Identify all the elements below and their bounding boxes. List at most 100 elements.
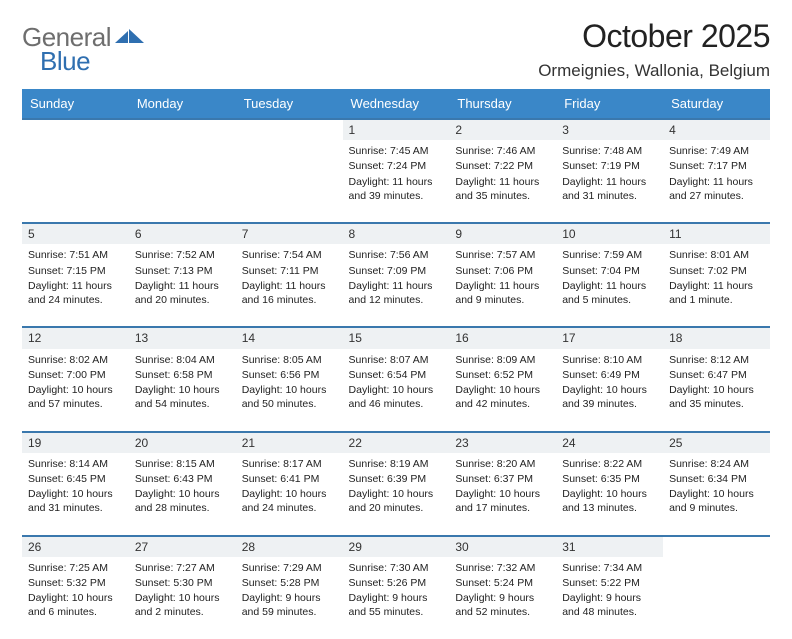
- sunset-text: Sunset: 7:24 PM: [349, 159, 444, 173]
- day-number: 26: [22, 537, 129, 557]
- calendar-cell: 12Sunrise: 8:02 AMSunset: 7:00 PMDayligh…: [22, 327, 129, 431]
- sunrise-text: Sunrise: 7:52 AM: [135, 248, 230, 262]
- calendar-cell: 2Sunrise: 7:46 AMSunset: 7:22 PMDaylight…: [449, 119, 556, 223]
- sunrise-text: Sunrise: 7:25 AM: [28, 561, 123, 575]
- sunrise-text: Sunrise: 8:20 AM: [455, 457, 550, 471]
- day-number: 11: [663, 224, 770, 244]
- day-number: 19: [22, 433, 129, 453]
- daylight-text: Daylight: 11 hours and 35 minutes.: [455, 175, 550, 203]
- daylight-text: Daylight: 10 hours and 6 minutes.: [28, 591, 123, 619]
- sunrise-text: Sunrise: 8:19 AM: [349, 457, 444, 471]
- calendar-cell: 31Sunrise: 7:34 AMSunset: 5:22 PMDayligh…: [556, 536, 663, 639]
- calendar-week-row: 12Sunrise: 8:02 AMSunset: 7:00 PMDayligh…: [22, 327, 770, 431]
- calendar-cell: 19Sunrise: 8:14 AMSunset: 6:45 PMDayligh…: [22, 432, 129, 536]
- sunrise-text: Sunrise: 8:10 AM: [562, 353, 657, 367]
- daylight-text: Daylight: 9 hours and 48 minutes.: [562, 591, 657, 619]
- sunset-text: Sunset: 6:37 PM: [455, 472, 550, 486]
- day-number: 20: [129, 433, 236, 453]
- daylight-text: Daylight: 10 hours and 50 minutes.: [242, 383, 337, 411]
- daylight-text: Daylight: 9 hours and 55 minutes.: [349, 591, 444, 619]
- day-number: 3: [556, 120, 663, 140]
- daylight-text: Daylight: 10 hours and 28 minutes.: [135, 487, 230, 515]
- calendar-cell: 8Sunrise: 7:56 AMSunset: 7:09 PMDaylight…: [343, 223, 450, 327]
- day-number: 13: [129, 328, 236, 348]
- sunset-text: Sunset: 7:06 PM: [455, 264, 550, 278]
- calendar-cell: 26 Sunrise: 7:25 AMSunset: 5:32 PMDayligh…: [22, 536, 129, 639]
- calendar-cell: 16Sunrise: 8:09 AMSunset: 6:52 PMDayligh…: [449, 327, 556, 431]
- daylight-text: Daylight: 10 hours and 2 minutes.: [135, 591, 230, 619]
- day-number: 28: [236, 537, 343, 557]
- sunrise-text: Sunrise: 8:07 AM: [349, 353, 444, 367]
- sunset-text: Sunset: 6:35 PM: [562, 472, 657, 486]
- sunset-text: Sunset: 7:04 PM: [562, 264, 657, 278]
- day-number: 12: [22, 328, 129, 348]
- calendar-week-row: 26Sunrise: 7:25 AMSunset: 5:32 PMDayligh…: [22, 536, 770, 639]
- calendar-cell: 13Sunrise: 8:04 AMSunset: 6:58 PMDayligh…: [129, 327, 236, 431]
- daylight-text: Daylight: 11 hours and 27 minutes.: [669, 175, 764, 203]
- sunrise-text: Sunrise: 7:34 AM: [562, 561, 657, 575]
- daylight-text: Daylight: 11 hours and 1 minute.: [669, 279, 764, 307]
- sunset-text: Sunset: 7:17 PM: [669, 159, 764, 173]
- day-number: 15: [343, 328, 450, 348]
- sunrise-text: Sunrise: 8:17 AM: [242, 457, 337, 471]
- sunset-text: Sunset: 5:22 PM: [562, 576, 657, 590]
- day-number: 6: [129, 224, 236, 244]
- day-number: 2: [449, 120, 556, 140]
- sunset-text: Sunset: 6:34 PM: [669, 472, 764, 486]
- daylight-text: Daylight: 11 hours and 20 minutes.: [135, 279, 230, 307]
- sunrise-text: Sunrise: 8:01 AM: [669, 248, 764, 262]
- calendar-cell: 30Sunrise: 7:32 AMSunset: 5:24 PMDayligh…: [449, 536, 556, 639]
- calendar-cell: 28Sunrise: 7:29 AMSunset: 5:28 PMDayligh…: [236, 536, 343, 639]
- day-number: 7: [236, 224, 343, 244]
- day-number: 10: [556, 224, 663, 244]
- sunset-text: Sunset: 5:26 PM: [349, 576, 444, 590]
- daylight-text: Daylight: 10 hours and 9 minutes.: [669, 487, 764, 515]
- weekday-header: Sunday: [22, 89, 129, 119]
- sunset-text: Sunset: 6:49 PM: [562, 368, 657, 382]
- sunrise-text: Sunrise: 8:05 AM: [242, 353, 337, 367]
- sunset-text: Sunset: 5:30 PM: [135, 576, 230, 590]
- day-number: 16: [449, 328, 556, 348]
- sunset-text: Sunset: 7:15 PM: [28, 264, 123, 278]
- calendar-cell: [663, 536, 770, 639]
- logo-text-blue: Blue: [40, 46, 90, 77]
- calendar-cell: 20Sunrise: 8:15 AMSunset: 6:43 PMDayligh…: [129, 432, 236, 536]
- calendar-cell: 24Sunrise: 8:22 AMSunset: 6:35 PMDayligh…: [556, 432, 663, 536]
- calendar-cell: 7Sunrise: 7:54 AMSunset: 7:11 PMDaylight…: [236, 223, 343, 327]
- day-number: 22: [343, 433, 450, 453]
- sunset-text: Sunset: 7:09 PM: [349, 264, 444, 278]
- daylight-text: Daylight: 10 hours and 20 minutes.: [349, 487, 444, 515]
- sunrise-text: Sunrise: 7:59 AM: [562, 248, 657, 262]
- sunset-text: Sunset: 6:52 PM: [455, 368, 550, 382]
- sunset-text: Sunset: 7:11 PM: [242, 264, 337, 278]
- sunset-text: Sunset: 6:58 PM: [135, 368, 230, 382]
- daylight-text: Daylight: 10 hours and 46 minutes.: [349, 383, 444, 411]
- daylight-text: Daylight: 10 hours and 24 minutes.: [242, 487, 337, 515]
- day-number: 5: [22, 224, 129, 244]
- daylight-text: Daylight: 10 hours and 17 minutes.: [455, 487, 550, 515]
- sunset-text: Sunset: 7:22 PM: [455, 159, 550, 173]
- sunset-text: Sunset: 6:47 PM: [669, 368, 764, 382]
- calendar-cell: 14Sunrise: 8:05 AMSunset: 6:56 PMDayligh…: [236, 327, 343, 431]
- daylight-text: Daylight: 11 hours and 39 minutes.: [349, 175, 444, 203]
- day-number: 30: [449, 537, 556, 557]
- calendar-week-row: 5Sunrise: 7:51 AMSunset: 7:15 PMDaylight…: [22, 223, 770, 327]
- calendar-cell: 6Sunrise: 7:52 AMSunset: 7:13 PMDaylight…: [129, 223, 236, 327]
- daylight-text: Daylight: 10 hours and 35 minutes.: [669, 383, 764, 411]
- sunrise-text: Sunrise: 7:32 AM: [455, 561, 550, 575]
- daylight-text: Daylight: 9 hours and 52 minutes.: [455, 591, 550, 619]
- weekday-header: Thursday: [449, 89, 556, 119]
- sunrise-text: Sunrise: 7:45 AM: [349, 144, 444, 158]
- sunrise-text: Sunrise: 7:56 AM: [349, 248, 444, 262]
- calendar-cell: 25Sunrise: 8:24 AMSunset: 6:34 PMDayligh…: [663, 432, 770, 536]
- weekday-header: Wednesday: [343, 89, 450, 119]
- sunrise-text: Sunrise: 7:49 AM: [669, 144, 764, 158]
- sunset-text: Sunset: 5:32 PM: [28, 576, 123, 590]
- sunrise-text: Sunrise: 7:48 AM: [562, 144, 657, 158]
- day-number: 23: [449, 433, 556, 453]
- daylight-text: Daylight: 10 hours and 31 minutes.: [28, 487, 123, 515]
- day-number: 29: [343, 537, 450, 557]
- sunrise-text: Sunrise: 8:04 AM: [135, 353, 230, 367]
- sunset-text: Sunset: 7:02 PM: [669, 264, 764, 278]
- sunrise-text: Sunrise: 7:57 AM: [455, 248, 550, 262]
